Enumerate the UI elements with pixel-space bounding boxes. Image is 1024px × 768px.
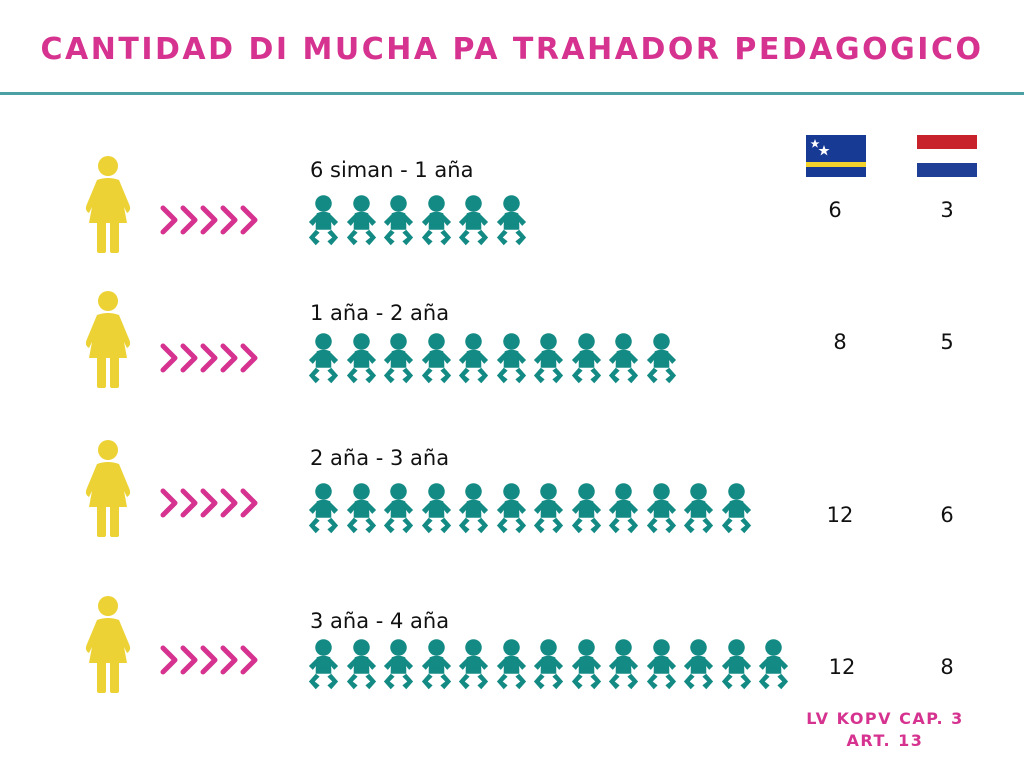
baby-icon — [456, 330, 492, 388]
page-title: CANTIDAD DI MUCHA PA TRAHADOR PEDAGOGICO — [40, 32, 984, 67]
ratio-row: 2 aña - 3 aña 12 6 — [0, 436, 1024, 556]
baby-icon — [344, 636, 380, 694]
baby-icon — [419, 192, 455, 250]
baby-icon — [419, 636, 455, 694]
baby-icon — [531, 330, 567, 388]
title-divider — [0, 92, 1024, 95]
baby-icon — [494, 480, 530, 538]
baby-icon — [756, 636, 792, 694]
caregiver-icon — [80, 439, 136, 539]
baby-icon — [494, 636, 530, 694]
baby-icon — [606, 330, 642, 388]
legal-reference: LV KOPV CAP. 3 ART. 13 — [780, 708, 990, 752]
baby-icon — [381, 192, 417, 250]
legal-reference-line: LV KOPV CAP. 3 — [806, 709, 964, 728]
curacao-ratio-value: 6 — [828, 198, 842, 222]
curacao-ratio-value: 8 — [833, 330, 847, 354]
baby-icon — [719, 636, 755, 694]
baby-icon — [494, 192, 530, 250]
curacao-ratio-value: 12 — [826, 503, 854, 527]
ratio-row: 3 aña - 4 aña 12 8 — [0, 592, 1024, 712]
baby-icon — [381, 636, 417, 694]
baby-icon — [531, 636, 567, 694]
ratio-row: 1 aña - 2 aña 8 5 — [0, 287, 1024, 407]
baby-icon — [344, 192, 380, 250]
netherlands-ratio-value: 6 — [940, 503, 954, 527]
baby-icons — [306, 192, 529, 250]
baby-icon — [644, 636, 680, 694]
baby-icon — [606, 480, 642, 538]
netherlands-ratio-value: 5 — [940, 330, 954, 354]
baby-icon — [381, 480, 417, 538]
netherlands-ratio-value: 8 — [940, 655, 954, 679]
baby-icon — [681, 636, 717, 694]
caregiver-icon — [80, 290, 136, 390]
baby-icons — [306, 636, 792, 694]
baby-icon — [719, 480, 755, 538]
netherlands-flag-icon — [917, 135, 977, 177]
chevrons-icon — [160, 485, 264, 521]
chevrons-icon — [160, 642, 264, 678]
baby-icons — [306, 330, 679, 388]
age-range-label: 1 aña - 2 aña — [310, 301, 450, 325]
baby-icon — [344, 480, 380, 538]
baby-icon — [306, 330, 342, 388]
baby-icon — [569, 480, 605, 538]
baby-icon — [606, 636, 642, 694]
baby-icons — [306, 480, 754, 538]
baby-icon — [306, 192, 342, 250]
baby-icon — [456, 192, 492, 250]
baby-icon — [569, 330, 605, 388]
baby-icon — [644, 480, 680, 538]
baby-icon — [681, 480, 717, 538]
curacao-ratio-value: 12 — [828, 655, 856, 679]
age-range-label: 6 siman - 1 aña — [310, 158, 474, 182]
caregiver-icon — [80, 595, 136, 695]
age-range-label: 2 aña - 3 aña — [310, 446, 450, 470]
legal-reference-line: ART. 13 — [846, 731, 924, 750]
chevrons-icon — [160, 202, 264, 238]
ratio-row: 6 siman - 1 aña 6 3 — [0, 150, 1024, 270]
baby-icon — [306, 480, 342, 538]
baby-icon — [456, 636, 492, 694]
baby-icon — [531, 480, 567, 538]
baby-icon — [456, 480, 492, 538]
baby-icon — [306, 636, 342, 694]
baby-icon — [419, 480, 455, 538]
baby-icon — [344, 330, 380, 388]
netherlands-ratio-value: 3 — [940, 198, 954, 222]
chevrons-icon — [160, 340, 264, 376]
baby-icon — [569, 636, 605, 694]
baby-icon — [644, 330, 680, 388]
baby-icon — [494, 330, 530, 388]
caregiver-icon — [80, 155, 136, 255]
curacao-flag-icon — [806, 135, 866, 177]
age-range-label: 3 aña - 4 aña — [310, 609, 450, 633]
baby-icon — [419, 330, 455, 388]
baby-icon — [381, 330, 417, 388]
